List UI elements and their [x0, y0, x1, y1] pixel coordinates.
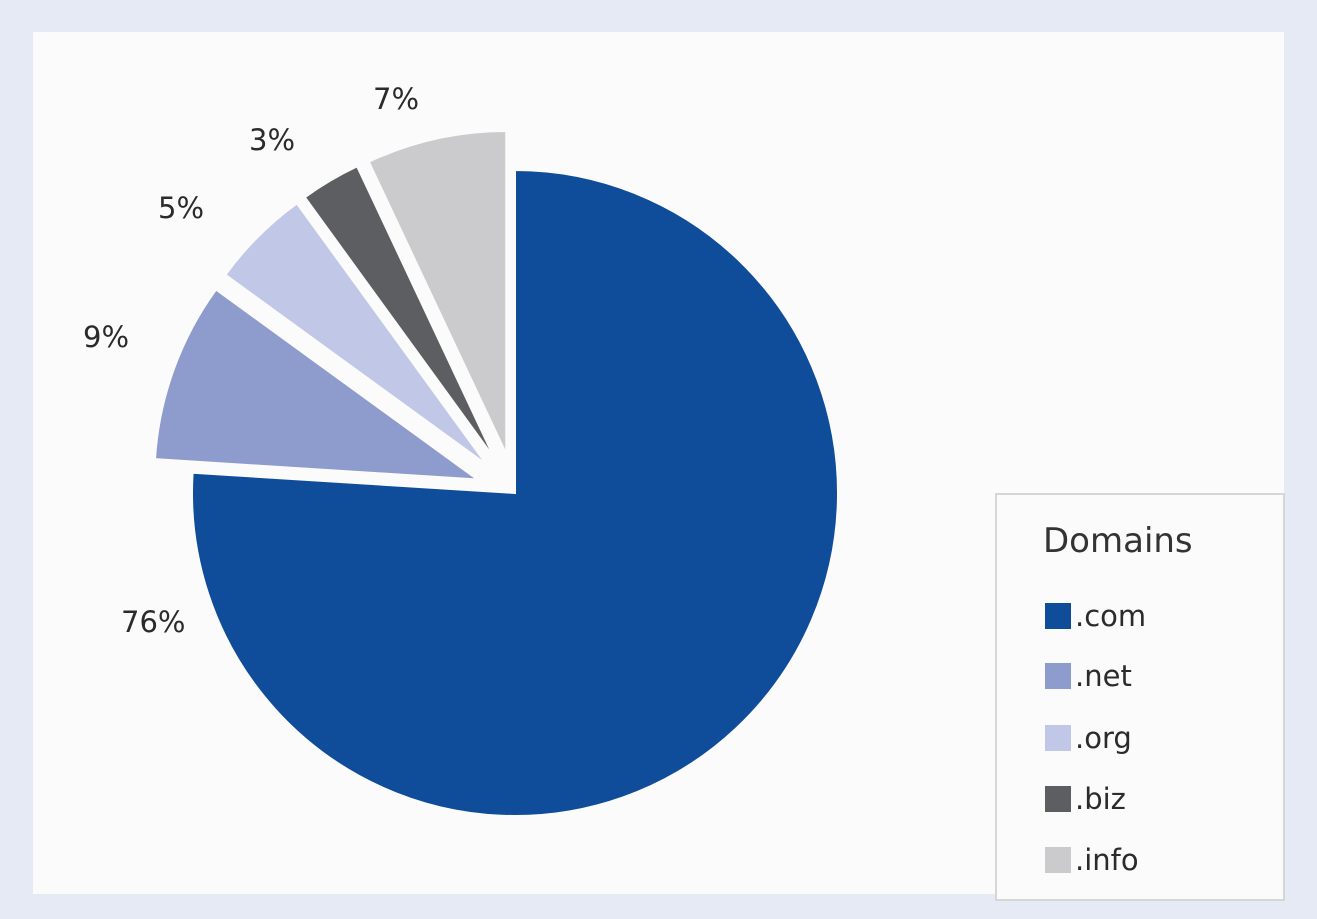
- legend-item-org: .org: [1045, 721, 1132, 755]
- pie-slice-org: [224, 202, 488, 466]
- pie-slice-info: [367, 129, 508, 455]
- legend-swatch: [1045, 847, 1071, 873]
- data-label-biz: 3%: [249, 123, 295, 157]
- legend-item-info: .info: [1045, 843, 1139, 877]
- data-label-info: 7%: [373, 82, 419, 116]
- pie-chart: 76% 9% 5% 3% 7%: [83, 82, 839, 817]
- legend-swatch: [1045, 603, 1071, 629]
- data-label-org: 5%: [158, 191, 204, 225]
- legend-swatch: [1045, 725, 1071, 751]
- legend-item-net: .net: [1045, 659, 1132, 693]
- data-label-net: 9%: [83, 320, 129, 354]
- pie-slice-net: [153, 288, 481, 481]
- legend-item-com: .com: [1045, 599, 1147, 633]
- pie-slice-biz: [303, 164, 496, 460]
- legend-label: .info: [1075, 843, 1139, 877]
- legend-label: .net: [1075, 659, 1132, 693]
- legend-swatch: [1045, 663, 1071, 689]
- legend-item-biz: .biz: [1045, 782, 1126, 816]
- legend-label: .com: [1075, 599, 1147, 633]
- chart-panel: 76% 9% 5% 3% 7% Domains .com .net .org .biz .inf…: [33, 32, 1285, 901]
- legend: Domains .com .net .org .biz .info: [995, 493, 1285, 901]
- legend-swatch: [1045, 786, 1071, 812]
- pie-slice-com: [191, 168, 839, 817]
- data-label-com: 76%: [121, 605, 185, 639]
- legend-title: Domains: [1043, 521, 1193, 561]
- legend-label: .biz: [1075, 782, 1126, 816]
- legend-label: .org: [1075, 721, 1132, 755]
